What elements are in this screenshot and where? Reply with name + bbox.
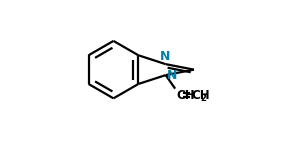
Text: N: N [166,69,177,82]
Text: N: N [160,50,170,63]
Text: CH: CH [192,89,210,102]
Text: CH: CH [177,89,195,102]
Text: 2: 2 [200,94,206,103]
